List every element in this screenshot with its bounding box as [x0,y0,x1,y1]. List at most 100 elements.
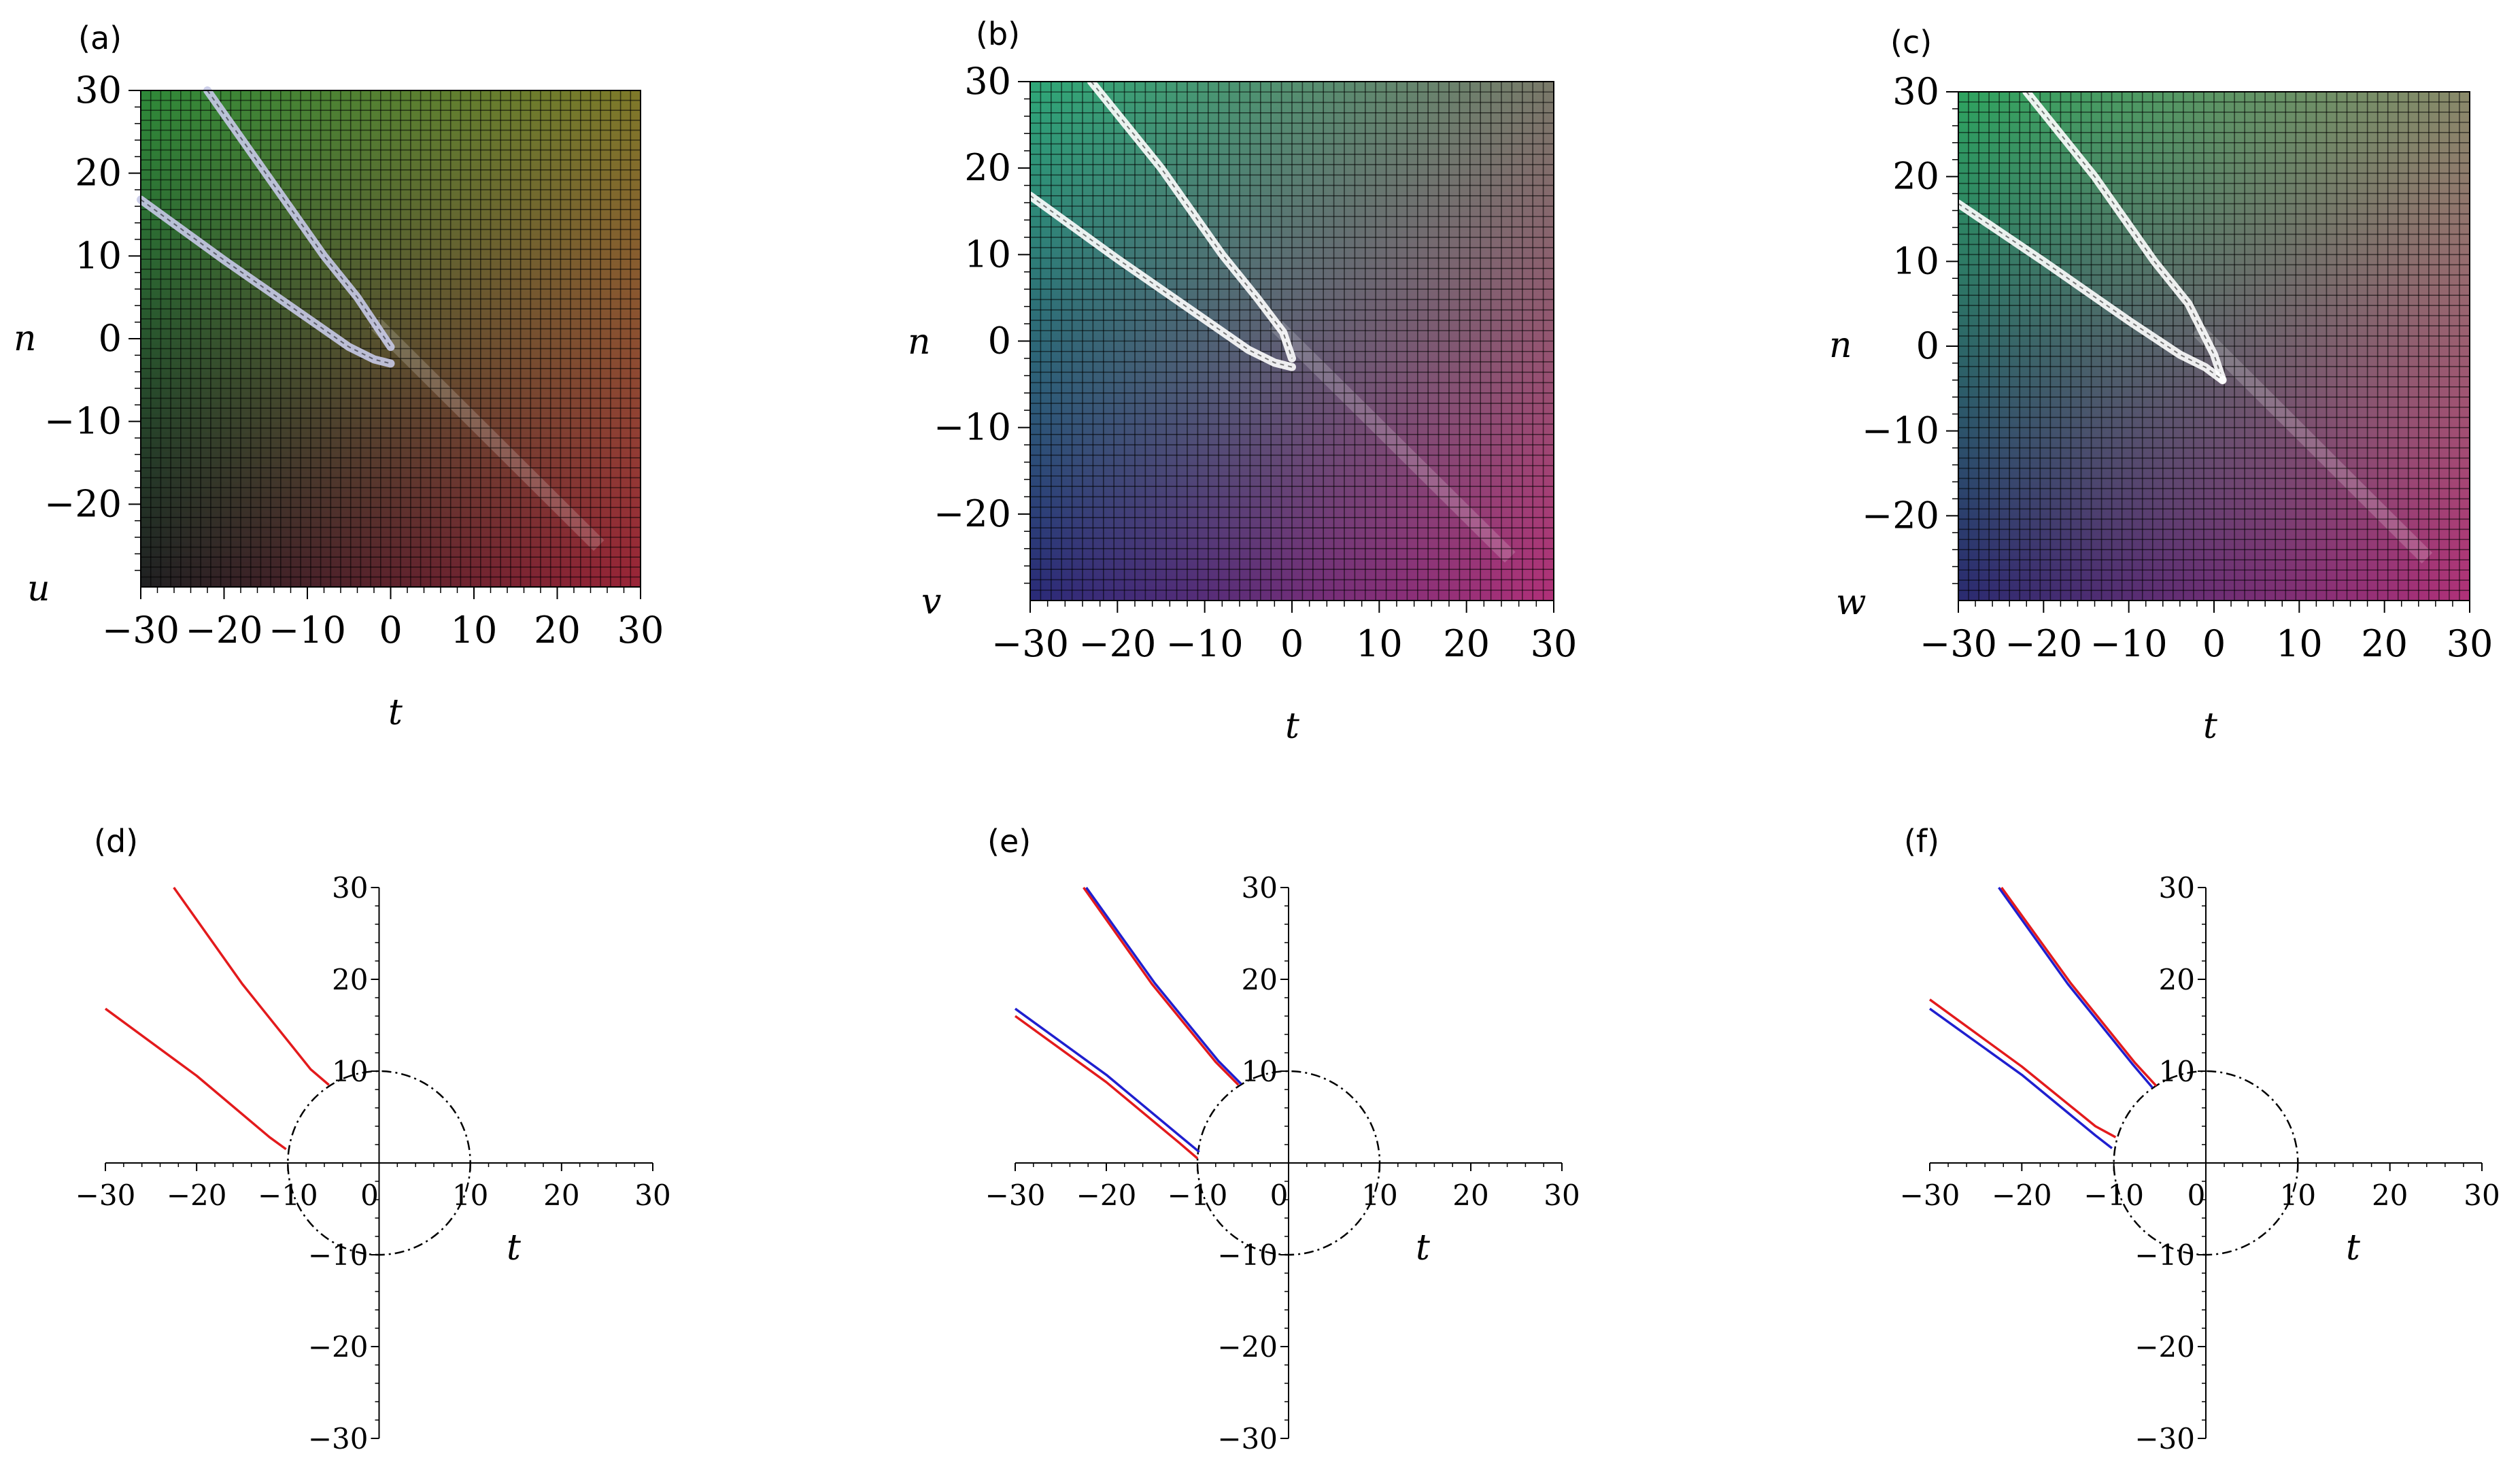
diagonal-glow [1269,318,1516,563]
x-tick-label: −20 [186,609,263,652]
x-tick-label: 10 [1356,622,1403,665]
dash-dot-circle [2113,1070,2299,1256]
x-tick-label: −10 [1168,1179,1228,1212]
x-tick-label: 20 [543,1179,579,1212]
y-tick-label: 20 [1892,155,1939,198]
ridge-1-texture [1091,81,1293,359]
ridge-2-texture [1958,203,2224,381]
dash-dot-circle [1196,1070,1381,1256]
x-tick-label: −10 [258,1179,318,1212]
y-tick-label: 20 [332,963,368,996]
panel-label-b: (b) [976,16,1020,52]
y-tick-label: −30 [2134,1422,2195,1455]
y-tick-label: −10 [1217,1238,1278,1272]
y-tick-label: 30 [2159,871,2195,905]
x-tick-label: −30 [985,1179,1046,1212]
x-tick-label: 30 [2447,622,2493,665]
x-tick-label: 10 [451,609,498,652]
y-tick-label: 0 [99,317,122,360]
x-tick-label: 0 [2202,622,2226,665]
blue-curve-4 [1014,1007,1200,1153]
line-plot-e: −30 −20 −10 0 10 20 30 −30 −20 −10 10 20 30 [985,871,1580,1455]
panel-e: (e) −30 −20 −10 0 10 20 30 −30 −20 −10 10 20 30 t [985,823,1580,1455]
x-tick-label: −10 [269,609,346,652]
x-tick-label: −20 [1992,1179,2052,1212]
x-tick-label: −30 [991,622,1069,665]
x-tick-label: 20 [1443,622,1490,665]
y-tick-label: 20 [1242,963,1278,996]
x-tick-label: −30 [75,1179,136,1212]
y-tick-label: −10 [934,406,1011,449]
y-axis-label-c: n [1829,325,1852,366]
x-tick-label: 0 [360,1179,379,1212]
x-tick-label: 20 [534,609,581,652]
x-tick-label: 10 [2280,1179,2316,1212]
x-tick-label: 10 [452,1179,488,1212]
x-tick-label: −20 [167,1179,227,1212]
y-tick-label: −20 [1862,494,1939,537]
y-tick-label: 30 [1892,70,1939,113]
red-curve-1 [1083,886,1240,1086]
line-plot-f: −30 −20 −10 0 10 20 30 −30 −20 −10 10 20 30 [1900,871,2500,1455]
ridge-1-texture [207,90,392,348]
y-tick-label: 20 [75,152,122,195]
y-tick-label: −10 [2134,1238,2195,1272]
x-tick-label: −30 [1900,1179,1960,1212]
z-axis-label-b: v [921,581,941,622]
x-tick-label: −10 [2090,622,2168,665]
mesh-grid [141,90,641,587]
panel-label-a: (a) [78,20,122,56]
z-axis-label-c: w [1836,582,1867,623]
y-tick-label: 0 [1916,324,1939,367]
y-tick-label: −30 [1217,1422,1278,1455]
x-tick-label: 30 [634,1179,670,1212]
mesh-grid [1958,92,2470,601]
y-tick-label: −10 [1862,409,1939,452]
panel-label-f: (f) [1904,823,1939,860]
x-tick-label: 30 [617,609,664,652]
x-tick-label: −20 [1076,1179,1137,1212]
dash-dot-circle [287,1070,471,1256]
x-tick-label: −20 [1078,622,1156,665]
blue-curve-2 [1085,886,1242,1085]
y-tick-label: 30 [75,69,122,112]
x-tick-label: 20 [2361,622,2408,665]
y-tick-label: −10 [308,1238,369,1272]
x-axis-label-b: t [1285,706,1299,747]
y-tick-label: 10 [332,1055,368,1088]
x-tick-label: −30 [102,609,180,652]
diagonal-glow [2192,324,2433,564]
mesh-grid [1030,82,1554,601]
panel-f: (f) −30 −20 −10 0 10 20 30 −30 −20 −10 10 20 30 t [1900,823,2500,1455]
x-tick-label: −30 [1920,622,1997,665]
y-tick-label: −20 [934,492,1011,535]
line-plot-d: −30 −20 −10 0 10 20 30 −30 −20 −10 10 20 30 [75,871,671,1455]
x-axis-label-e: t [1416,1228,1430,1268]
y-tick-label: −30 [308,1422,369,1455]
y-tick-label: 10 [1242,1055,1278,1088]
red-curve-2 [2000,886,2158,1087]
y-tick-label: 10 [2159,1055,2195,1088]
ridge-2-texture [1029,195,1293,368]
y-tick-label: 20 [2159,963,2195,996]
y-tick-label: 20 [964,146,1011,189]
panel-label-d: (d) [94,823,138,860]
panel-label-e: (e) [987,823,1031,860]
x-tick-label: 30 [2464,1179,2500,1212]
blue-curve-4 [1928,1007,2113,1149]
y-axis-label-a: n [14,318,37,359]
y-tick-label: −20 [2134,1330,2195,1364]
x-tick-label: 0 [1270,1179,1289,1212]
x-tick-label: 20 [1452,1179,1488,1212]
y-tick-label: 10 [1892,239,1939,282]
x-tick-label: 0 [2187,1179,2206,1212]
ridge-2-texture [140,199,391,365]
x-axis-label-f: t [2346,1228,2360,1268]
red-curve-2 [104,1007,287,1151]
